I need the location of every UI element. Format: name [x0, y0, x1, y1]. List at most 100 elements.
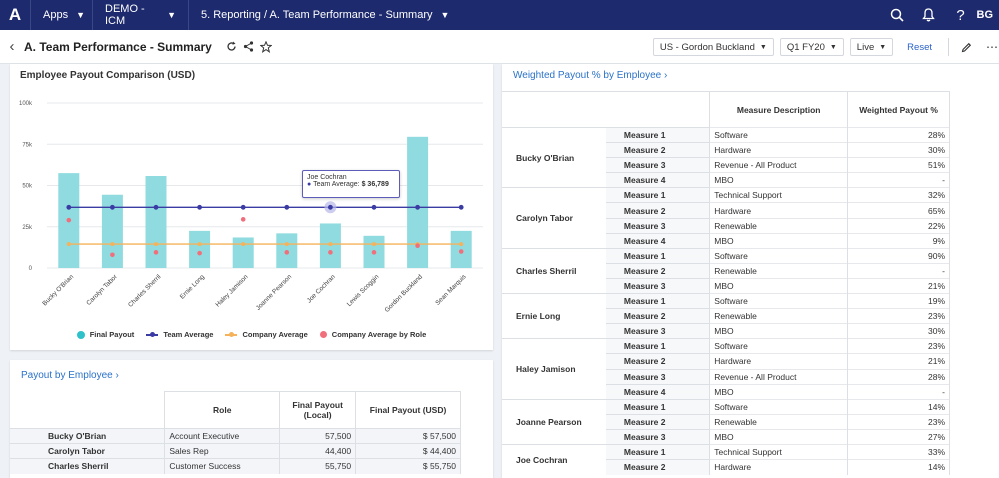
measure-description-cell: MBO: [709, 277, 849, 294]
period-filter-value: Q1 FY20: [786, 41, 825, 53]
measure-description-cell: MBO: [709, 383, 849, 400]
back-arrow-icon[interactable]: ‹: [9, 38, 15, 55]
table-row[interactable]: Measure 2 Hardware 65%: [502, 202, 950, 219]
table-row[interactable]: Joanne Pearson Measure 1 Software 14%: [502, 398, 950, 445]
payout-by-employee-panel: Payout by Employee › Role Final Payout (…: [10, 360, 493, 478]
payout-by-employee-link[interactable]: Payout by Employee ›: [21, 370, 119, 381]
circle-marker-icon: [76, 330, 85, 339]
column-header-weighted-payout-pct[interactable]: Weighted Payout %: [847, 91, 950, 128]
table-row[interactable]: Measure 2 Renewable 23%: [502, 413, 950, 430]
measure-cell: Measure 3: [605, 277, 711, 294]
table-row[interactable]: Bucky O'Brian Account Executive 57,500 $ 57…: [10, 428, 461, 444]
company-average-by-role-point: [110, 252, 115, 258]
role-cell: Account Executive: [164, 428, 281, 444]
column-header-role[interactable]: Role: [164, 391, 281, 429]
weighted-payout-link[interactable]: Weighted Payout % by Employee ›: [513, 70, 667, 81]
measure-description-cell: Software: [709, 247, 849, 264]
search-icon[interactable]: [881, 0, 913, 30]
favorite-star-icon[interactable]: [259, 40, 272, 53]
table-row[interactable]: Measure 3 MBO 21%: [502, 277, 950, 294]
table-row[interactable]: Measure 3 Revenue - All Product 28%: [502, 368, 950, 385]
table-row[interactable]: Measure 4 MBO -: [502, 172, 950, 188]
table-row[interactable]: Measure 4 MBO -: [502, 383, 950, 400]
measure-description-cell: MBO: [709, 323, 849, 339]
table-row[interactable]: Charles Sherril Measure 1 Software 90%: [502, 247, 950, 294]
team-average-point: [371, 204, 377, 210]
chevron-down-icon: ▼: [167, 10, 176, 20]
team-average-point: [66, 204, 72, 210]
table-row[interactable]: Measure 4 MBO 9%: [502, 232, 950, 249]
period-filter-dropdown[interactable]: Q1 FY20 ▼: [779, 38, 844, 56]
column-header-final-payout-usd[interactable]: Final Payout (USD): [355, 391, 461, 429]
table-row[interactable]: Measure 2 Renewable 23%: [502, 308, 950, 324]
table-row[interactable]: Measure 2 Hardware 21%: [502, 353, 950, 369]
table-row[interactable]: Bucky O'Brian Measure 1 Software 28%: [502, 126, 950, 188]
legend-team-average[interactable]: Team Average: [146, 330, 213, 339]
legend-final-payout[interactable]: Final Payout: [76, 330, 134, 339]
measure-cell: Measure 1: [605, 293, 711, 309]
tooltip-employee-name: Joe Cochran: [307, 174, 347, 181]
table-row[interactable]: Measure 2 Hardware 30%: [502, 142, 950, 158]
measure-cell: Measure 1: [605, 187, 711, 203]
table-row[interactable]: Ernie Long Measure 1 Software 19%: [502, 293, 950, 339]
table-row[interactable]: Measure 3 Renewable 22%: [502, 217, 950, 234]
payout-chart-panel: Employee Payout Comparison (USD) 0 25k 50k…: [10, 64, 493, 350]
company-average-point: [110, 242, 115, 247]
table-row[interactable]: Charles Sherril Customer Success 55,750 $ 5…: [10, 458, 461, 474]
mode-filter-dropdown[interactable]: Live ▼: [849, 38, 894, 56]
y-tick-label: 100k: [19, 101, 33, 107]
y-tick-label: 25k: [22, 225, 33, 231]
legend-company-average-by-role[interactable]: Company Average by Role: [319, 330, 426, 339]
table-row[interactable]: Measure 3 MBO 30%: [502, 323, 950, 339]
measure-description-cell: Hardware: [709, 459, 849, 475]
breadcrumb[interactable]: 5. Reporting / A. Team Performance - Sum…: [188, 0, 461, 30]
table-row[interactable]: Measure 3 MBO 27%: [502, 428, 950, 445]
y-tick-label: 75k: [22, 142, 33, 148]
edit-pencil-icon[interactable]: [961, 42, 972, 53]
avatar[interactable]: BG: [976, 9, 994, 21]
measure-cell: Measure 3: [605, 368, 711, 385]
table-row[interactable]: Measure 2 Renewable -: [502, 262, 950, 279]
x-tick-label: Joanne Pearson: [255, 273, 294, 312]
payout-table: Role Final Payout (Local) Final Payout (…: [10, 391, 461, 474]
column-header-measure-description[interactable]: Measure Description: [709, 91, 849, 128]
table-row[interactable]: Carolyn Tabor Sales Rep 44,400 $ 44,400: [10, 443, 461, 459]
final-payout-usd-cell: $ 57,500: [355, 428, 461, 444]
weighted-payout-cell: 22%: [847, 217, 950, 234]
table-row[interactable]: Joe Cochran Measure 1 Technical Support 33%: [502, 443, 950, 475]
measure-cell: Measure 3: [605, 323, 711, 339]
help-icon[interactable]: ?: [956, 6, 965, 24]
share-icon[interactable]: [243, 41, 254, 52]
weighted-payout-cell: -: [847, 262, 950, 279]
line-marker-icon: [146, 331, 159, 337]
app-logo[interactable]: A: [8, 5, 22, 24]
employee-name-cell: Charles Sherril: [502, 247, 606, 294]
employee-name-cell: Carolyn Tabor: [502, 187, 606, 249]
company-average-by-role-point: [66, 217, 72, 223]
workspace-menu[interactable]: DEMO - ICM ▼: [92, 0, 188, 30]
column-header-final-payout-local[interactable]: Final Payout (Local): [279, 391, 357, 429]
employee-filter-dropdown[interactable]: US - Gordon Buckland ▼: [652, 38, 774, 56]
table-row[interactable]: Measure 3 Revenue - All Product 51%: [502, 157, 950, 173]
legend-company-average[interactable]: Company Average: [225, 330, 308, 339]
measure-description-cell: Revenue - All Product: [709, 157, 849, 173]
weighted-payout-cell: 27%: [847, 428, 950, 445]
company-average-by-role-point: [153, 250, 159, 255]
weighted-payout-cell: 28%: [847, 126, 950, 143]
weighted-payout-cell: 14%: [847, 398, 950, 415]
weighted-payout-cell: 30%: [847, 323, 950, 339]
notification-bell-icon[interactable]: [913, 0, 945, 30]
table-row[interactable]: Haley Jamison Measure 1 Software 23%: [502, 338, 950, 400]
measure-description-cell: Renewable: [709, 413, 849, 430]
table-row[interactable]: Carolyn Tabor Measure 1 Technical Support 3…: [502, 187, 950, 249]
chevron-down-icon: ▼: [879, 43, 887, 51]
reset-button[interactable]: Reset: [907, 41, 932, 53]
bar-final-payout: [189, 230, 211, 268]
team-average-point: [240, 204, 246, 210]
employee-name-cell: Joanne Pearson: [502, 398, 606, 445]
more-options-icon[interactable]: ⋯: [986, 40, 998, 54]
employee-name-cell: Bucky O'Brian: [502, 126, 606, 188]
apps-menu[interactable]: Apps ▼: [30, 0, 92, 30]
table-row[interactable]: Measure 2 Hardware 14%: [502, 459, 950, 475]
refresh-icon[interactable]: [226, 41, 237, 52]
